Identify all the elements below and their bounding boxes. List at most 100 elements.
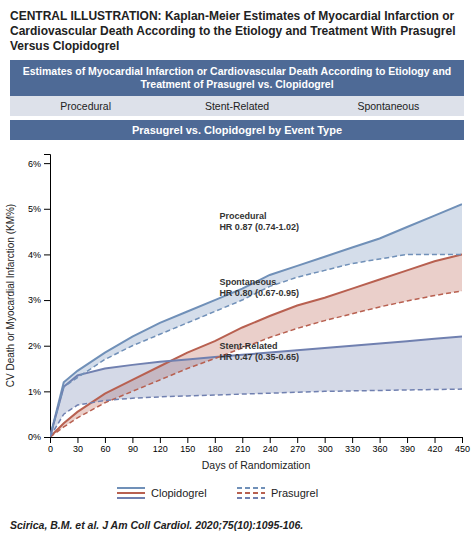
x-tick: 90 — [128, 437, 138, 454]
x-tick-label: 120 — [153, 444, 168, 454]
y-tick-label: 1% — [28, 387, 41, 397]
legend-swatch — [237, 497, 265, 499]
annotations: ProceduralHR 0.87 (0.74-1.02) Spontaneous… — [219, 211, 299, 362]
y-tick-mark — [44, 163, 50, 164]
annotation: SpontaneousHR 0.80 (0.67-0.95) — [219, 277, 299, 298]
subtitle: Estimates of Myocardial Infarction or Ca… — [23, 65, 451, 90]
x-tick-label: 180 — [208, 444, 223, 454]
legend-swatch — [237, 492, 265, 494]
annotation-line: Spontaneous — [219, 277, 276, 287]
x-tick: 60 — [100, 437, 110, 454]
text-line: Treatment of Prasugrel vs. Clopidogrel — [140, 78, 333, 90]
x-tick-label: 450 — [455, 444, 470, 454]
panel-label-background — [10, 96, 464, 116]
annotation-line: HR 0.47 (0.35-0.65) — [219, 352, 299, 362]
x-tick-label: 150 — [180, 444, 195, 454]
band-area — [50, 337, 462, 437]
x-tick-mark — [160, 437, 161, 443]
x-tick-label: 90 — [128, 444, 138, 454]
x-tick-mark — [77, 437, 78, 443]
series-line — [50, 337, 462, 437]
y-tick-mark — [44, 209, 50, 210]
x-tick-label: 300 — [318, 444, 333, 454]
y-tick-mark — [44, 254, 50, 255]
x-tick: 300 — [318, 437, 333, 454]
x-tick: 30 — [73, 437, 83, 454]
y-tick-label: 0% — [28, 432, 41, 442]
annotation: ProceduralHR 0.87 (0.74-1.02) — [219, 211, 299, 232]
y-axis-title: CV Death or Myocardial Infarction (KM%) — [5, 204, 16, 387]
annotation-line: Stent-Related — [219, 341, 277, 351]
subtitle-bar: Estimates of Myocardial Infarction or Ca… — [10, 60, 464, 96]
x-tick-label: 60 — [100, 444, 110, 454]
band-area — [50, 204, 462, 437]
y-tick-label: 2% — [28, 341, 41, 351]
x-tick: 180 — [208, 437, 223, 454]
legend-label: Prasugrel — [271, 487, 318, 499]
x-tick-mark — [380, 437, 381, 443]
x-tick-mark — [352, 437, 353, 443]
x-tick-label: 330 — [345, 444, 360, 454]
y-tick: 5% — [28, 204, 50, 214]
panel-label-bar: Procedural Stent-Related Spontaneous — [10, 96, 464, 116]
series-line — [50, 291, 462, 437]
x-tick: 240 — [263, 437, 278, 454]
x-tick: 120 — [153, 437, 168, 454]
title: CENTRAL ILLUSTRATION: Kaplan-Meier Estim… — [10, 9, 456, 53]
x-tick: 210 — [235, 437, 250, 454]
x-tick-mark — [325, 437, 326, 443]
y-tick-label: 3% — [28, 295, 41, 305]
chart-title-background — [10, 120, 464, 140]
x-tick-mark — [105, 437, 106, 443]
x-tick-label: 240 — [263, 444, 278, 454]
x-tick-mark — [435, 437, 436, 443]
x-tick: 0 — [48, 437, 53, 454]
y-tick-label: 5% — [28, 204, 41, 214]
text-line: CENTRAL ILLUSTRATION: Kaplan-Meier Estim… — [10, 9, 455, 23]
x-tick-label: 360 — [373, 444, 388, 454]
y-tick-mark — [44, 437, 50, 438]
text-line: Versus Clopidogrel — [10, 39, 119, 53]
x-tick: 390 — [400, 437, 415, 454]
x-tick-mark — [407, 437, 408, 443]
y-tick-label: 6% — [28, 159, 41, 169]
subtitle-background — [10, 60, 464, 96]
x-tick-mark — [242, 437, 243, 443]
y-tick: 1% — [28, 387, 50, 397]
chart-title: Prasugrel vs. Clopidogrel by Event Type — [132, 124, 342, 136]
annotation-line: Procedural — [219, 211, 266, 221]
panel-label: Spontaneous — [357, 100, 419, 112]
x-tick-mark — [215, 437, 216, 443]
annotation-line: HR 0.80 (0.67-0.95) — [219, 288, 299, 298]
x-tick-label: 390 — [400, 444, 415, 454]
legend-swatch — [117, 497, 145, 499]
y-tick: 6% — [28, 159, 50, 169]
y-tick-mark — [44, 391, 50, 392]
caption: Scirica, B.M. et al. J Am Coll Cardiol. … — [10, 519, 303, 531]
x-tick: 270 — [290, 437, 305, 454]
legend-swatch — [117, 492, 145, 494]
series-line — [50, 204, 462, 437]
x-axis-title: Days of Randomization — [202, 459, 311, 471]
annotation-line: HR 0.87 (0.74-1.02) — [219, 222, 299, 232]
chart-root: CENTRAL ILLUSTRATION: Kaplan-Meier Estim… — [0, 0, 474, 547]
x-tick-mark — [187, 437, 188, 443]
annotation: Stent-RelatedHR 0.47 (0.35-0.65) — [219, 341, 299, 362]
legend-swatch — [237, 487, 265, 489]
x-tick-mark — [462, 437, 463, 443]
x-tick: 450 — [455, 437, 470, 454]
y-tick: 3% — [28, 295, 50, 305]
legend: Clopidogrel Prasugrel — [117, 487, 318, 499]
panel-label: Procedural — [60, 100, 111, 112]
y-axis-line — [44, 155, 51, 438]
legend-label: Clopidogrel — [151, 487, 207, 499]
x-tick: 150 — [180, 437, 195, 454]
x-tick: 420 — [428, 437, 443, 454]
x-tick-label: 420 — [428, 444, 443, 454]
panel-label: Stent-Related — [205, 100, 269, 112]
x-tick-mark — [297, 437, 298, 443]
x-tick-label: 210 — [235, 444, 250, 454]
x-tick-label: 30 — [73, 444, 83, 454]
y-tick: 2% — [28, 341, 50, 351]
y-tick-mark — [44, 300, 50, 301]
